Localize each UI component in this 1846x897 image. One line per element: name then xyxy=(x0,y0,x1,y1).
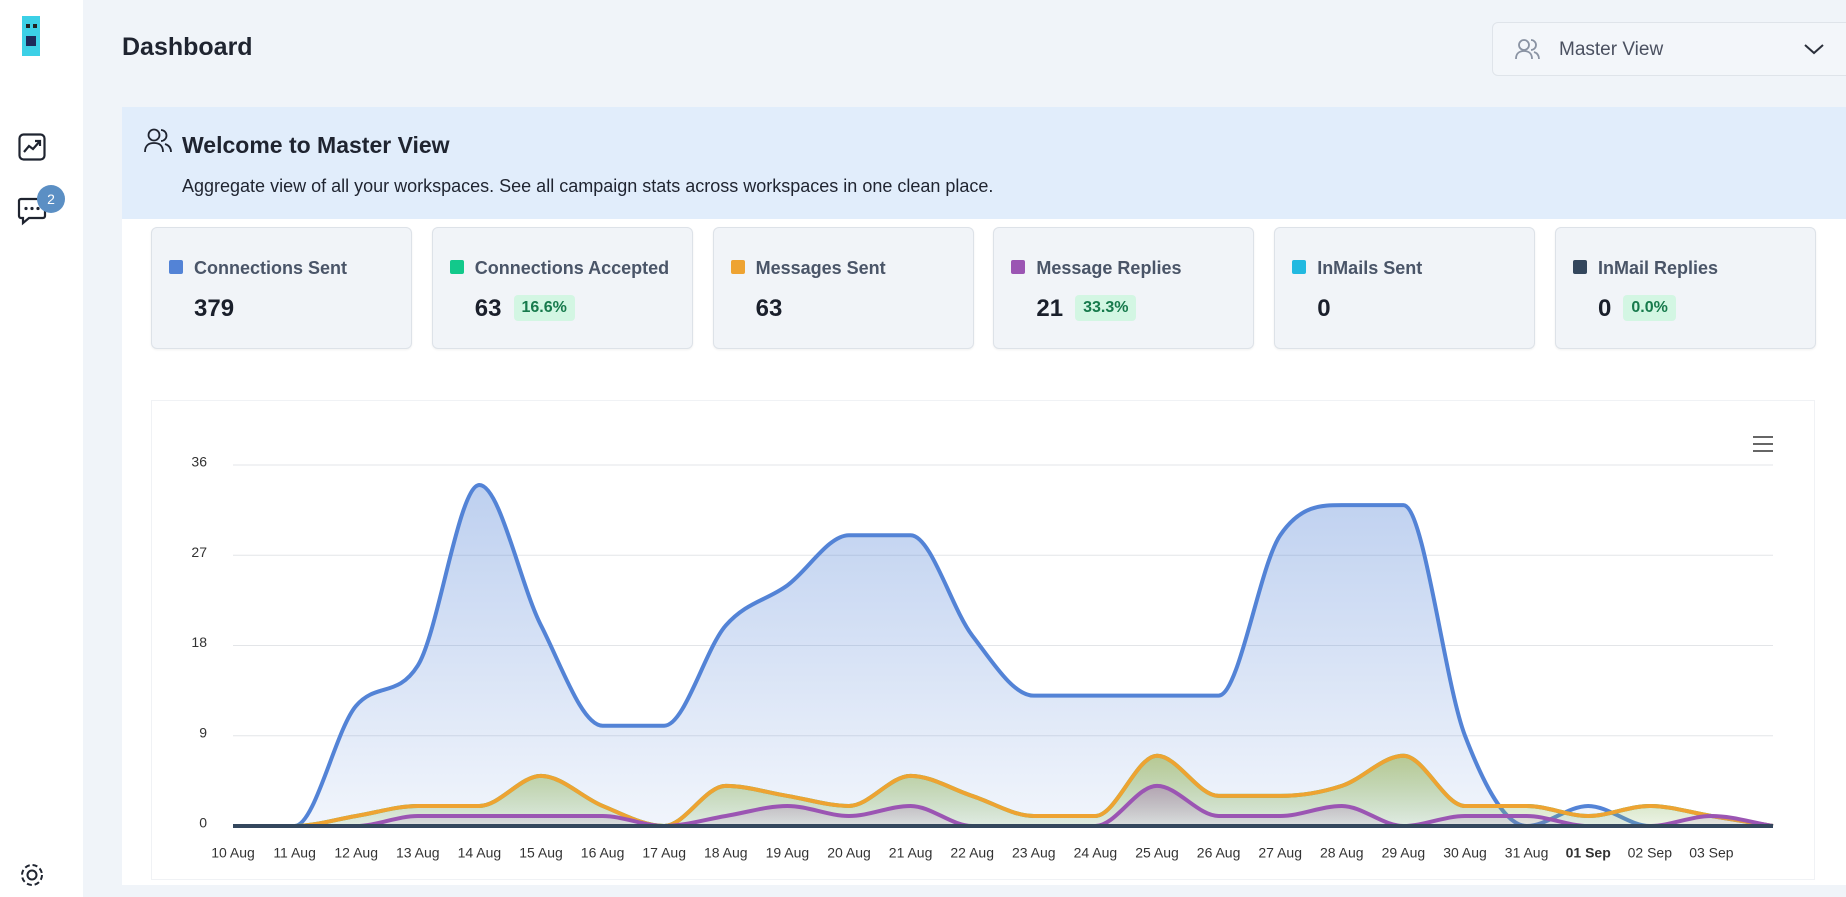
stat-name: Message Replies xyxy=(1036,258,1182,278)
x-tick-label: 15 Aug xyxy=(519,845,563,861)
banner-text: Aggregate view of all your workspaces. S… xyxy=(182,176,994,196)
legend-swatch xyxy=(730,260,745,274)
x-tick-label: 29 Aug xyxy=(1382,845,1426,861)
stat-value: 63 xyxy=(474,295,502,322)
x-tick-label: 14 Aug xyxy=(458,845,502,861)
x-tick-label: 25 Aug xyxy=(1135,845,1179,861)
stat-card: InMail Replies 0 0.0% xyxy=(1555,227,1816,349)
x-tick-label: 22 Aug xyxy=(950,845,994,861)
analytics-icon[interactable] xyxy=(18,133,46,161)
legend-swatch xyxy=(1573,260,1587,274)
x-tick-label: 28 Aug xyxy=(1320,845,1364,861)
stat-card: Connections Accepted 63 16.6% xyxy=(431,227,693,349)
view-label: Master View xyxy=(1559,39,1664,60)
chevron-down xyxy=(1804,44,1824,55)
stat-rate: 16.6% xyxy=(513,295,575,321)
x-tick-label: 10 Aug xyxy=(211,845,255,861)
x-tick-label: 18 Aug xyxy=(704,845,748,861)
stat-name: Connections Accepted xyxy=(474,258,670,278)
stat-value: 21 xyxy=(1036,295,1064,322)
x-tick-label: 03 Sep xyxy=(1689,845,1734,861)
notification-badge: 2 xyxy=(37,185,65,213)
sidebar: 2 xyxy=(0,0,83,897)
view-dropdown[interactable]: Master View xyxy=(1492,22,1846,76)
x-tick-label: 13 Aug xyxy=(396,845,440,861)
stat-value: 379 xyxy=(194,295,235,322)
x-tick-label: 17 Aug xyxy=(642,845,686,861)
x-tick-label: 30 Aug xyxy=(1443,845,1487,861)
stat-card: Connections Sent 379 xyxy=(151,227,412,349)
x-tick-label: 11 Aug xyxy=(273,845,316,861)
y-tick-label: 36 xyxy=(191,454,207,470)
stat-name: Connections Sent xyxy=(194,258,348,278)
chart: 0 9 18 27 36 10 Aug 11 Aug 12 Aug 13 Aug 14 Aug 15… xyxy=(191,436,1774,861)
series-area xyxy=(233,485,1773,826)
stat-value: 63 xyxy=(755,295,783,322)
x-tick-label: 20 Aug xyxy=(827,845,871,861)
series-line xyxy=(232,483,1773,828)
stat-card: InMails Sent 0 xyxy=(1274,227,1536,349)
page-title: Dashboard xyxy=(122,33,253,61)
y-tick-label: 27 xyxy=(191,544,207,560)
stat-value: 0 xyxy=(1598,295,1612,322)
stat-rate: 33.3% xyxy=(1075,295,1137,321)
stat-name: Messages Sent xyxy=(755,258,886,278)
x-tick-label: 27 Aug xyxy=(1258,845,1302,861)
x-tick-label: 01 Sep xyxy=(1566,845,1611,861)
users-icon xyxy=(1515,39,1540,60)
welcome-banner: Welcome to Master View Aggregate view of… xyxy=(122,107,1846,219)
chart-menu[interactable] xyxy=(1753,436,1773,452)
series-area xyxy=(233,755,1773,826)
stat-card: Messages Sent 63 xyxy=(712,227,974,349)
x-tick-label: 21 Aug xyxy=(889,845,933,861)
legend-swatch xyxy=(1292,260,1307,274)
x-tick-label: 02 Sep xyxy=(1628,845,1673,861)
x-tick-label: 19 Aug xyxy=(766,845,810,861)
legend-swatch xyxy=(449,260,464,274)
y-tick-label: 18 xyxy=(191,634,207,650)
x-tick-label: 23 Aug xyxy=(1012,845,1056,861)
stat-name: InMails Sent xyxy=(1317,258,1423,278)
series-line xyxy=(232,753,1774,828)
logo[interactable] xyxy=(16,14,48,60)
x-tick-label: 24 Aug xyxy=(1074,845,1118,861)
x-tick-label: 31 Aug xyxy=(1505,845,1549,861)
x-tick-label: 16 Aug xyxy=(581,845,625,861)
x-tick-label: 12 Aug xyxy=(334,845,378,861)
banner-title: Welcome to Master View xyxy=(182,132,450,158)
legend-swatch xyxy=(1011,260,1026,274)
stat-card: Message Replies 21 33.3% xyxy=(993,227,1255,349)
stat-rate: 0.0% xyxy=(1623,295,1676,321)
y-tick-label: 9 xyxy=(199,724,207,740)
users-icon xyxy=(144,128,172,153)
stat-value: 0 xyxy=(1317,295,1331,322)
legend-swatch xyxy=(169,260,183,274)
settings-icon[interactable] xyxy=(18,861,46,889)
y-tick-label: 0 xyxy=(199,815,207,831)
x-tick-label: 26 Aug xyxy=(1197,845,1241,861)
chart-card: 0 9 18 27 36 10 Aug 11 Aug 12 Aug 13 Aug 14 Aug 15… xyxy=(151,400,1815,880)
stat-name: InMail Replies xyxy=(1598,258,1719,278)
